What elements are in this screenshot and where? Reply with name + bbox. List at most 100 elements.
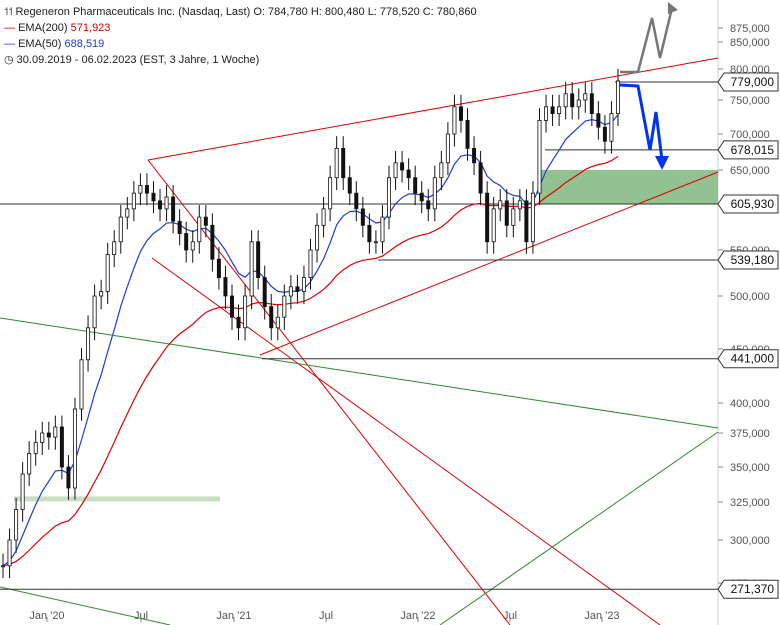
- candle-body: [530, 192, 535, 243]
- x-tick-label: Jan '21: [216, 610, 251, 622]
- candle-body: [282, 295, 287, 318]
- candle-body: [419, 192, 424, 202]
- candle-body: [334, 147, 339, 179]
- date-range: ◷ 30.09.2019 - 06.02.2023 (EST, 3 Jahre,…: [4, 52, 259, 68]
- candle-body: [472, 147, 477, 164]
- candle-body: [92, 295, 97, 329]
- candle-body: [602, 126, 607, 142]
- y-tick-label: 500,000: [730, 291, 770, 303]
- candle-body: [197, 216, 202, 243]
- candle-body: [256, 241, 261, 279]
- candle-body: [308, 249, 313, 279]
- trendlines: [0, 57, 719, 625]
- level-value: 605,930: [731, 197, 775, 211]
- candle-body: [328, 177, 333, 210]
- green-ascending-line: [439, 431, 719, 625]
- candle-body: [210, 224, 215, 260]
- candle-body: [158, 200, 163, 210]
- x-axis: Jan '20 Jul Jan '21 Jul Jan '22 Jul Jan '23: [29, 610, 620, 622]
- candle-body: [491, 208, 496, 243]
- level-tag: [717, 72, 779, 92]
- level-tag: [717, 194, 779, 214]
- candle-body: [112, 241, 117, 256]
- ema200-swatch-icon: —: [4, 22, 15, 34]
- ema200-label: EMA(200): [18, 22, 68, 34]
- candle-body: [432, 177, 437, 210]
- candle-body: [86, 327, 91, 361]
- level-tag: [717, 250, 779, 270]
- candle-body: [557, 106, 562, 115]
- candle-body: [393, 162, 398, 179]
- x-tick-label: Jul: [319, 610, 333, 622]
- y-tick-label: 875,000: [730, 23, 770, 35]
- date-range-text: 30.09.2019 - 06.02.2023: [16, 54, 137, 66]
- lower-channel-line: [259, 171, 719, 356]
- candle-body: [7, 539, 12, 567]
- candle-body: [203, 216, 208, 226]
- candle-body: [216, 258, 221, 279]
- y-tick-label: 325,000: [730, 497, 770, 509]
- candle-body: [46, 432, 51, 438]
- candle-body: [445, 133, 450, 164]
- candle-body: [33, 442, 38, 454]
- clock-icon: ◷: [4, 54, 14, 66]
- candle-body: [151, 192, 156, 202]
- candle-body: [79, 359, 84, 410]
- candle-body: [144, 185, 149, 194]
- y-tick-label: 700,000: [730, 129, 770, 141]
- candle-body: [295, 286, 300, 292]
- level-value: 441,000: [731, 352, 775, 366]
- candle-body: [184, 233, 189, 251]
- candle-body: [439, 162, 444, 179]
- bullish-arrowhead-icon: [668, 2, 678, 14]
- candle-body: [596, 113, 601, 128]
- level-label: 779,000: [717, 72, 779, 92]
- y-tick-label: 300,000: [730, 535, 770, 547]
- candle-body: [301, 277, 306, 292]
- bullish-projection: [620, 7, 674, 74]
- x-tick-label: Jan '20: [29, 610, 64, 622]
- candle-body: [72, 408, 77, 489]
- downtrend-line-2: [151, 257, 661, 625]
- candle-body: [40, 432, 45, 443]
- candle-body: [609, 113, 614, 142]
- zones: [14, 170, 718, 502]
- candle-body: [478, 162, 483, 194]
- candle-body: [125, 208, 130, 218]
- demand-zone: [540, 170, 718, 204]
- level-label: 605,930: [717, 194, 779, 214]
- candle-body: [177, 220, 182, 234]
- y-tick-label: 375,000: [730, 428, 770, 440]
- level-label: 678,015: [717, 140, 779, 160]
- candle-body: [14, 509, 19, 541]
- ema50-label: EMA(50): [18, 38, 62, 50]
- level-label: 539,180: [717, 250, 779, 270]
- candle-body: [504, 200, 509, 226]
- candle-body: [105, 254, 110, 292]
- candle-body: [485, 192, 490, 243]
- candle-body: [511, 208, 516, 226]
- candle-body: [576, 99, 581, 108]
- candle-body: [249, 241, 254, 297]
- candle-body: [406, 169, 411, 179]
- level-value: 678,015: [731, 143, 775, 157]
- candle-body: [288, 286, 293, 297]
- candle-body: [452, 106, 457, 135]
- candle-body: [373, 241, 378, 244]
- legend-ema200: — EMA(200) 571,923: [4, 20, 110, 36]
- ema50-value: 688,519: [64, 38, 105, 50]
- y-tick-label: 850,000: [730, 37, 770, 49]
- date-range-info: (EST, 3 Jahre, 1 Woche): [139, 54, 260, 66]
- candles: [0, 68, 621, 579]
- candle-body: [20, 473, 25, 510]
- candle-body: [570, 93, 575, 108]
- candle-body: [171, 196, 176, 222]
- level-label: 441,000: [717, 349, 779, 369]
- x-tick-label: Jul: [503, 610, 517, 622]
- candle-body: [243, 295, 248, 329]
- bearish-projection: [619, 83, 664, 161]
- candle-body: [616, 80, 621, 114]
- candle-body: [387, 177, 392, 218]
- candle-body: [517, 200, 522, 210]
- candle-body: [99, 290, 104, 297]
